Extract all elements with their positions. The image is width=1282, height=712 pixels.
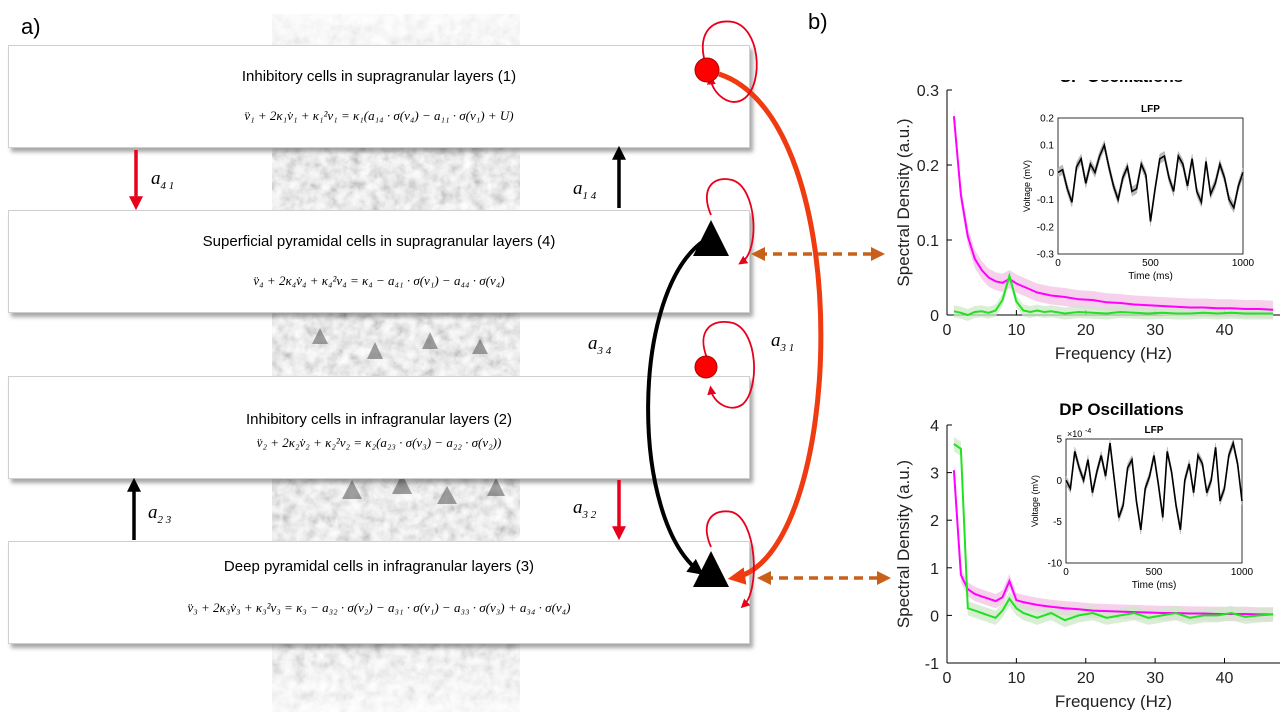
- layer-2-title: Inhibitory cells in infragranular layers…: [246, 411, 512, 428]
- sp-inset-x-tick-label: 1000: [1232, 258, 1255, 269]
- weight-a31: a3 1: [771, 330, 795, 354]
- dp-y-axis-label: Spectral Density (a.u.): [894, 460, 913, 628]
- dp-y-tick-label: 4: [930, 418, 939, 435]
- layer-box-2: Inhibitory cells in infragranular layers…: [8, 376, 750, 479]
- dp-inset-x-tick-label: 0: [1063, 567, 1069, 578]
- sp-green-series-line: [953, 272, 1274, 317]
- sp-x-tick-label: 20: [1077, 322, 1095, 339]
- dp-x-tick-label: 30: [1146, 670, 1164, 687]
- sp-y-tick-label: 0: [930, 308, 939, 325]
- sp-y-tick-label: 0.2: [917, 158, 939, 175]
- sp-inset-y-tick-label: 0.1: [1040, 141, 1054, 152]
- sp-inset-y-tick-label: 0: [1048, 168, 1054, 179]
- dp-inset-x-tick-label: 500: [1146, 567, 1163, 578]
- dp-y-tick-label: 2: [930, 513, 939, 530]
- layer-3-equation: v̈₃ + 2κ₃v̇₃ + κ₃²v₃ = κ₃ − a₃₂ · σ(v₂) …: [187, 600, 571, 615]
- weight-a41: a4 1: [151, 168, 175, 192]
- dp-inset-scale-label: ×10: [1067, 429, 1082, 439]
- dp-x-tick-label: 10: [1007, 670, 1025, 687]
- self-loop-1: [701, 20, 758, 103]
- sp-chart-title: SP Oscillations: [1060, 80, 1183, 86]
- layer-box-4: Superficial pyramidal cells in supragran…: [8, 210, 750, 313]
- dp-inset-title: LFP: [1145, 425, 1164, 436]
- superficial-pyramidal-cell: [693, 220, 729, 256]
- sp-inset-x-tick-label: 0: [1055, 258, 1061, 269]
- sp-x-tick-label: 10: [1007, 322, 1025, 339]
- dp-x-tick-label: 0: [943, 670, 952, 687]
- dp-inset-x-tick-label: 1000: [1231, 567, 1254, 578]
- panel-a-label: a): [21, 14, 41, 39]
- inhibitory-cell-supragranular: [694, 57, 720, 83]
- dp-y-tick-label: 0: [930, 608, 939, 625]
- weight-a34: a3 4: [588, 333, 612, 357]
- layer-1-title: Inhibitory cells in supragranular layers…: [241, 68, 517, 85]
- layer-1-equation: v̈₁ + 2κ₁v̇₁ + κ₁²v₁ = κ₁(a₁₄ · σ(v₄) − …: [244, 108, 514, 123]
- self-loop-3: [706, 510, 755, 609]
- inhibitory-cell-infragranular: [694, 355, 718, 379]
- sp-inset-x-tick-label: 500: [1142, 258, 1159, 269]
- dp-x-tick-label: 40: [1216, 670, 1234, 687]
- dp-inset-y-tick-label: 5: [1056, 435, 1062, 446]
- dp-inset-y-tick-label: -10: [1048, 559, 1063, 570]
- sp-inset-y-tick-label: -0.1: [1037, 195, 1055, 206]
- self-loop-4: [706, 178, 755, 265]
- layer-4-title: Superficial pyramidal cells in supragran…: [202, 233, 556, 250]
- weight-a14: a1 4: [573, 178, 597, 202]
- sp-inset-y-tick-label: -0.3: [1037, 250, 1055, 261]
- sp-y-tick-label: 0.3: [917, 83, 939, 100]
- self-loop-2: [702, 321, 755, 409]
- layer-4-equation: v̈₄ + 2κ₄v̇₄ + κ₄²v₄ = κ₄ − a₄₁ · σ(v₁) …: [253, 273, 505, 288]
- dp-x-tick-label: 20: [1077, 670, 1095, 687]
- sp-x-axis-label: Frequency (Hz): [1055, 344, 1172, 363]
- dp-y-tick-label: 3: [930, 466, 939, 483]
- sp-inset-title: LFP: [1141, 104, 1160, 115]
- sp-x-tick-label: 40: [1216, 322, 1234, 339]
- connection-a31: [718, 71, 824, 585]
- weight-a23: a2 3: [148, 502, 172, 526]
- dp-y-tick-label: -1: [925, 656, 939, 673]
- dp-inset-y-axis-label: Voltage (mV): [1030, 475, 1040, 527]
- layer-box-3: Deep pyramidal cells in infragranular la…: [8, 541, 750, 644]
- layer-box-1: Inhibitory cells in supragranular layers…: [8, 45, 750, 148]
- deep-pyramidal-cell: [693, 551, 729, 587]
- dp-magenta-series-line: [952, 470, 1274, 616]
- dp-green-confidence-band: [953, 436, 1274, 628]
- sp-inset-y-tick-label: 0.2: [1040, 114, 1054, 125]
- sp-magenta-series-line: [952, 116, 1274, 311]
- dp-y-tick-label: 1: [930, 561, 939, 578]
- sp-oscillations-chart: SP Oscillations 0 10 20 30 40 0 0.1 0.2 0.3 Freque…: [894, 80, 1280, 363]
- sp-inset-y-tick-label: -0.2: [1037, 222, 1055, 233]
- dp-x-axis-label: Frequency (Hz): [1055, 692, 1172, 710]
- dp-inset-y-tick-label: 0: [1056, 476, 1062, 487]
- panel-b-label: b): [808, 9, 828, 34]
- sp-inset-y-axis-label: Voltage (mV): [1022, 160, 1032, 212]
- sp-inset-band: [1057, 139, 1244, 227]
- connection-a34: [646, 238, 707, 575]
- sp-y-axis-label: Spectral Density (a.u.): [894, 118, 913, 286]
- layer-3-title: Deep pyramidal cells in infragranular la…: [223, 558, 535, 575]
- sp-y-tick-label: 0.1: [917, 233, 939, 250]
- weight-a32: a3 2: [573, 497, 597, 521]
- dp-green-series-line: [953, 443, 1274, 622]
- dp-inset-scale-exponent: -4: [1085, 428, 1091, 435]
- dp-inset-y-tick-label: -5: [1053, 517, 1062, 528]
- sp-x-tick-label: 0: [943, 322, 952, 339]
- dp-inset-lfp-line: [1065, 440, 1243, 531]
- dp-chart-title: DP Oscillations: [1059, 400, 1183, 419]
- layer-2-equation: v̈₂ + 2κ₂v̇₂ + κ₂²v₂ = κ₂(a₂₃ · σ(v₃) − …: [256, 435, 502, 450]
- sp-inset-x-axis-label: Time (ms): [1128, 271, 1173, 282]
- dp-inset-x-axis-label: Time (ms): [1132, 580, 1177, 591]
- sp-x-tick-label: 30: [1146, 322, 1164, 339]
- sp-inset-lfp-line: [1057, 142, 1244, 222]
